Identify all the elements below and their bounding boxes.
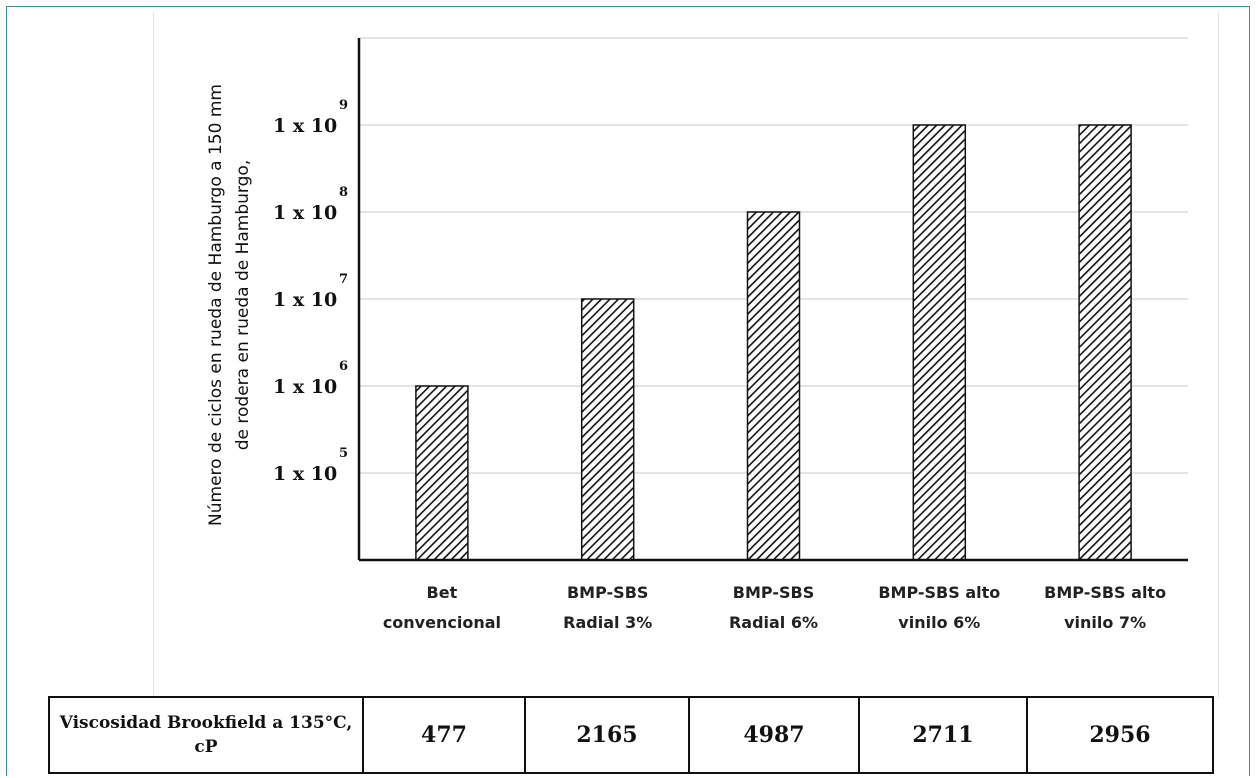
x-tick-label: vinilo 7% xyxy=(1064,613,1146,632)
y-tick-label: 1 x 10 xyxy=(273,289,337,311)
x-tick-label: BMP-SBS alto xyxy=(878,583,1000,602)
bar xyxy=(582,299,634,560)
bar xyxy=(416,386,468,560)
viscosity-table: Viscosidad Brookfield a 135°C, cP 477 21… xyxy=(48,696,1214,774)
viscosity-value: 4987 xyxy=(689,697,859,773)
viscosity-value: 2165 xyxy=(525,697,689,773)
x-tick-label: convencional xyxy=(383,613,501,632)
y-tick-label: 1 x 10 xyxy=(273,376,337,398)
viscosity-label: Viscosidad Brookfield a 135°C, cP xyxy=(49,697,363,773)
x-tick-label: BMP-SBS alto xyxy=(1044,583,1166,602)
viscosity-value: 2711 xyxy=(859,697,1027,773)
y-tick-exponent: 6 xyxy=(339,359,348,374)
x-tick-label: BMP-SBS xyxy=(567,583,648,602)
bar xyxy=(748,212,800,560)
bars xyxy=(416,125,1131,560)
y-axis-label-line: de rodera en rueda de Hamburgo, xyxy=(233,160,253,450)
x-tick-label: Radial 3% xyxy=(563,613,652,632)
x-tick-labels: Bet convencional BMP-SBS Radial 3% BMP-SBS Ra… xyxy=(383,583,1166,632)
bar xyxy=(913,125,965,560)
x-tick-label: Bet xyxy=(427,583,458,602)
x-tick-label: BMP-SBS xyxy=(733,583,814,602)
x-tick-label: vinilo 6% xyxy=(898,613,980,632)
y-axis-label-line: Número de ciclos en rueda de Hamburgo a … xyxy=(206,84,226,526)
bar xyxy=(1079,125,1131,560)
viscosity-value: 477 xyxy=(363,697,525,773)
y-tick-exponent: 5 xyxy=(339,446,348,461)
viscosity-value: 2956 xyxy=(1027,697,1213,773)
viscosity-row: Viscosidad Brookfield a 135°C, cP 477 21… xyxy=(49,697,1213,773)
y-tick-label: 1 x 10 xyxy=(273,202,337,224)
y-tick-exponent: 7 xyxy=(339,272,348,287)
y-tick-exponent: 9 xyxy=(339,98,348,113)
x-tick-label: Radial 6% xyxy=(729,613,818,632)
y-tick-label: 1 x 10 xyxy=(273,463,337,485)
y-tick-exponent: 8 xyxy=(339,185,348,200)
y-axis-label: Número de ciclos en rueda de Hamburgo a … xyxy=(206,84,253,526)
y-tick-label: 1 x 10 xyxy=(273,115,337,137)
